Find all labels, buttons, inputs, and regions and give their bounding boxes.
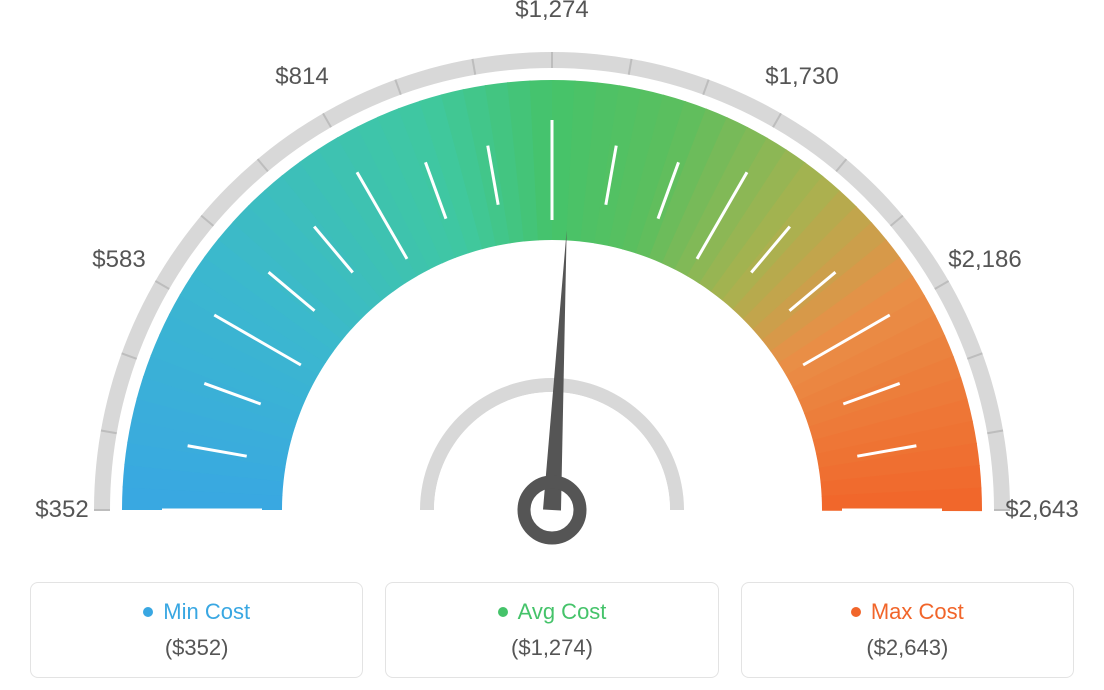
min-cost-dot-icon (143, 607, 153, 617)
min-cost-label-row: Min Cost (143, 599, 250, 625)
gauge-tick-label: $814 (275, 63, 328, 91)
gauge-tick-label: $583 (92, 246, 145, 274)
avg-cost-dot-icon (498, 607, 508, 617)
gauge-area: $352 $583 $814 $1,274 $1,730 $2,186 $2,643 (0, 0, 1104, 560)
min-cost-card: Min Cost ($352) (30, 582, 363, 678)
avg-cost-value: ($1,274) (386, 635, 717, 661)
gauge-svg (72, 30, 1032, 550)
gauge-tick-label: $352 (35, 496, 88, 524)
gauge-tick-label: $2,643 (1005, 496, 1078, 524)
max-cost-card: Max Cost ($2,643) (741, 582, 1074, 678)
min-cost-label: Min Cost (163, 599, 250, 625)
gauge-tick-label: $1,274 (515, 0, 588, 24)
max-cost-value: ($2,643) (742, 635, 1073, 661)
gauge-tick-label: $1,730 (765, 63, 838, 91)
legend-cards: Min Cost ($352) Avg Cost ($1,274) Max Co… (0, 582, 1104, 678)
min-cost-value: ($352) (31, 635, 362, 661)
avg-cost-label: Avg Cost (518, 599, 607, 625)
gauge-chart-container: $352 $583 $814 $1,274 $1,730 $2,186 $2,643 Min… (0, 0, 1104, 690)
max-cost-label-row: Max Cost (851, 599, 964, 625)
max-cost-label: Max Cost (871, 599, 964, 625)
max-cost-dot-icon (851, 607, 861, 617)
gauge-tick-label: $2,186 (948, 246, 1021, 274)
avg-cost-label-row: Avg Cost (498, 599, 607, 625)
avg-cost-card: Avg Cost ($1,274) (385, 582, 718, 678)
